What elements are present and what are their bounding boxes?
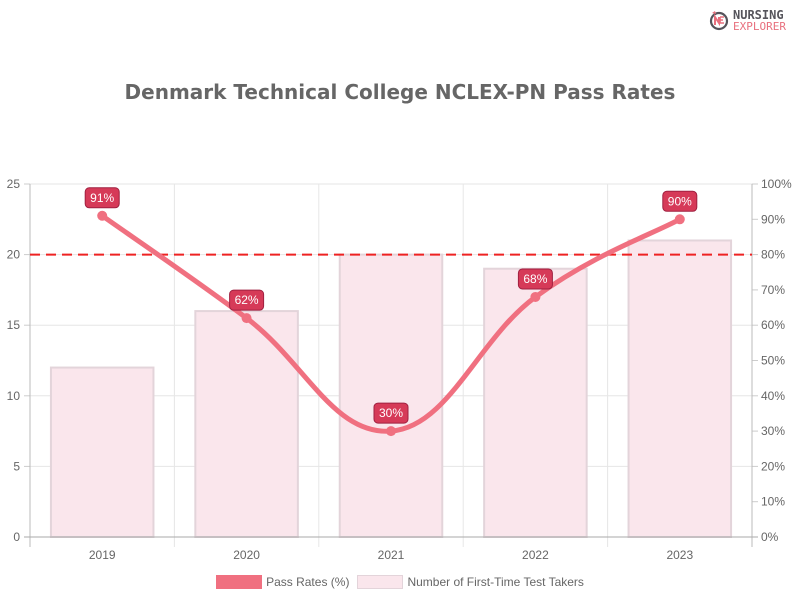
data-labels: 91% 62% 30% 68% 90% [84, 187, 698, 424]
bar-series [49, 239, 733, 538]
right-axis-tick: 30% [761, 424, 785, 438]
line-point[interactable] [241, 313, 252, 324]
legend-swatch-line [216, 575, 263, 589]
data-label-badge [662, 190, 698, 212]
right-axis-tick: 20% [761, 459, 785, 473]
chart-title: Denmark Technical College NCLEX-PN Pass … [124, 80, 676, 104]
data-label-text: 68% [523, 272, 547, 286]
data-label-text: 62% [235, 293, 259, 307]
data-label-badge [517, 268, 553, 290]
nursing-explorer-logo: NURSING EXPLORER [709, 8, 799, 34]
left-axis-tick: 5 [13, 459, 20, 473]
data-label-text: 91% [90, 191, 114, 205]
x-axis-tick: 2021 [378, 548, 405, 562]
line-series [97, 210, 685, 437]
legend-label: Pass Rates (%) [266, 575, 350, 589]
legend-item-test-takers[interactable]: Number of First-Time Test Takers [357, 575, 584, 589]
legend-label: Number of First-Time Test Takers [407, 575, 584, 589]
x-axis-tick: 2019 [89, 548, 116, 562]
line-point[interactable] [530, 291, 541, 302]
legend: Pass Rates (%) Number of First-Time Test… [0, 575, 800, 589]
right-axis-tick: 100% [761, 177, 792, 191]
data-label-text: 30% [379, 406, 403, 420]
line-point[interactable] [674, 214, 685, 225]
legend-item-pass-rates[interactable]: Pass Rates (%) [216, 575, 349, 589]
right-axis-tick: 60% [761, 318, 785, 332]
x-axis-tick: 2022 [522, 548, 549, 562]
right-axis-tick: 10% [761, 495, 785, 509]
logo-text-line1: NURSING [733, 8, 784, 22]
left-axis-tick: 15 [7, 318, 21, 332]
logo-text-line2: EXPLORER [733, 20, 786, 33]
left-axis-tick: 0 [13, 530, 20, 544]
right-axis-tick: 0% [761, 530, 779, 544]
bar[interactable] [627, 239, 733, 538]
legend-swatch-bar [357, 575, 404, 589]
bar[interactable] [49, 366, 155, 538]
line-point[interactable] [386, 426, 396, 437]
data-label-badge [373, 402, 409, 424]
left-axis-tick: 20 [7, 248, 21, 262]
bar[interactable] [338, 253, 444, 538]
bar[interactable] [194, 310, 299, 538]
bar[interactable] [483, 267, 588, 538]
right-axis-tick: 40% [761, 389, 785, 403]
data-label-badge [229, 289, 265, 311]
x-axis-tick: 2020 [233, 548, 260, 562]
left-axis-tick: 10 [7, 389, 21, 403]
right-axis-tick: 80% [761, 248, 785, 262]
line-point[interactable] [97, 210, 108, 221]
x-axis-tick: 2023 [666, 548, 693, 562]
data-label-text: 90% [668, 194, 692, 208]
data-label-badge [84, 187, 120, 209]
right-axis-tick: 90% [761, 212, 785, 226]
right-axis-tick: 50% [761, 354, 785, 368]
right-axis-tick: 70% [761, 283, 785, 297]
logo-icon [709, 11, 729, 31]
left-axis-tick: 25 [7, 177, 21, 191]
axes: 0 5 10 15 20 25 0% 10% 20% 30% 40% 50% 60% 70% 80% 90% 1… [7, 177, 792, 562]
